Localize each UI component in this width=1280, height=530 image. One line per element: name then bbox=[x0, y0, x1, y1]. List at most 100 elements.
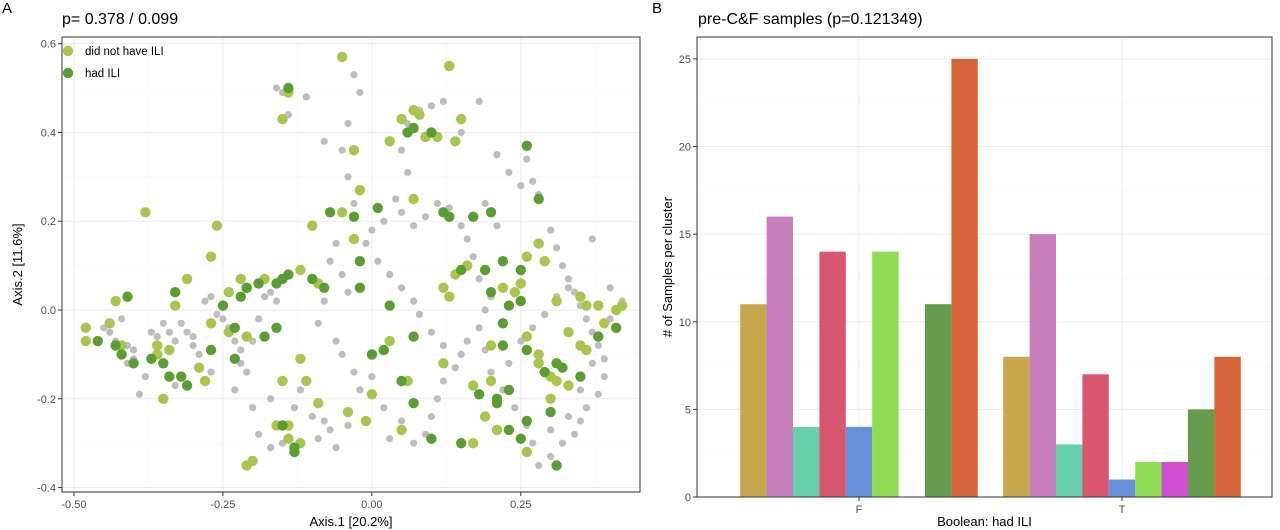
legend-label-ili: had ILI bbox=[85, 68, 120, 80]
scatter-point-ili bbox=[426, 127, 437, 138]
scatter-point-no-ili bbox=[593, 300, 604, 311]
scatter-point-no-ili bbox=[301, 375, 312, 387]
bar-T-8 bbox=[1214, 356, 1241, 497]
scatter-point-no-ili bbox=[152, 340, 163, 351]
scatter-point-ili bbox=[229, 322, 240, 333]
scatter-point-other bbox=[141, 373, 149, 381]
scatter-point-other bbox=[201, 297, 209, 305]
scatter-point-no-ili bbox=[205, 251, 217, 262]
bar-T-7 bbox=[1188, 409, 1215, 497]
scatter-point-other bbox=[249, 404, 257, 412]
scatter-point-no-ili bbox=[384, 136, 395, 147]
scatter-point-other bbox=[290, 404, 298, 412]
scatter-point-other bbox=[433, 199, 441, 208]
scatter-point-ili bbox=[497, 256, 509, 267]
scatter-point-no-ili bbox=[485, 340, 497, 351]
scatter-point-other bbox=[165, 328, 173, 336]
scatter-point-ili bbox=[575, 371, 586, 382]
scatter-point-no-ili bbox=[611, 304, 622, 316]
scatter-point-other bbox=[439, 341, 447, 350]
scatter-point-other bbox=[368, 373, 376, 381]
scatter-point-no-ili bbox=[164, 344, 175, 356]
bar-y-tick-label: 0 bbox=[685, 492, 691, 504]
bar-T-5 bbox=[1135, 462, 1162, 497]
scatter-point-ili bbox=[116, 349, 127, 360]
scatter-point-other bbox=[135, 390, 144, 398]
scatter-point-other bbox=[529, 177, 537, 185]
scatter-point-other bbox=[255, 430, 263, 438]
scatter-point-other bbox=[314, 319, 322, 327]
scatter-point-ili bbox=[164, 371, 175, 382]
scatter-point-no-ili bbox=[581, 344, 592, 356]
scatter-point-ili bbox=[497, 340, 509, 351]
scatter-point-other bbox=[398, 284, 406, 292]
scatter-point-no-ili bbox=[551, 295, 562, 307]
scatter-point-other bbox=[338, 350, 346, 358]
scatter-point-ili bbox=[503, 424, 515, 436]
scatter-point-no-ili bbox=[468, 380, 479, 391]
scatter-point-no-ili bbox=[158, 393, 169, 404]
scatter-point-other bbox=[106, 328, 114, 336]
scatter-y-tick-label: 0.4 bbox=[41, 127, 56, 139]
scatter-point-other bbox=[219, 315, 227, 323]
scatter-y-tick-label: -0.4 bbox=[37, 483, 56, 495]
scatter-point-other bbox=[487, 368, 495, 376]
scatter-x-tick-label: 0.00 bbox=[361, 499, 382, 511]
scatter-point-other bbox=[505, 168, 513, 176]
scatter-point-ili bbox=[146, 353, 157, 364]
scatter-point-other bbox=[463, 337, 471, 345]
scatter-point-other bbox=[427, 328, 435, 336]
scatter-point-other bbox=[272, 84, 281, 92]
scatter-point-ili bbox=[491, 398, 503, 409]
scatter-point-other bbox=[564, 412, 573, 421]
scatter-point-other bbox=[231, 386, 239, 394]
scatter-point-other bbox=[213, 310, 221, 318]
scatter-point-ili bbox=[354, 256, 366, 267]
scatter-point-other bbox=[529, 439, 537, 447]
scatter-point-other bbox=[594, 341, 602, 350]
scatter-point-ili bbox=[176, 371, 187, 382]
scatter-point-no-ili bbox=[283, 433, 294, 444]
scatter-point-ili bbox=[283, 82, 294, 94]
scatter-point-other bbox=[350, 199, 358, 208]
scatter-point-other bbox=[255, 315, 263, 323]
scatter-point-other bbox=[356, 386, 364, 394]
scatter-point-no-ili bbox=[521, 446, 532, 458]
scatter-point-other bbox=[302, 93, 310, 101]
scatter-point-other bbox=[517, 182, 525, 190]
scatter-point-other bbox=[267, 444, 275, 452]
scatter-point-other bbox=[427, 102, 435, 110]
scatter-point-other bbox=[570, 430, 579, 438]
scatter-point-other bbox=[147, 328, 155, 336]
scatter-point-other bbox=[153, 333, 161, 341]
scatter-point-other bbox=[576, 386, 585, 394]
scatter-point-other bbox=[558, 262, 567, 270]
scatter-point-ili bbox=[485, 287, 497, 298]
bar-T-6 bbox=[1161, 462, 1188, 497]
scatter-point-no-ili bbox=[336, 207, 348, 218]
scatter-point-no-ili bbox=[199, 375, 211, 387]
scatter-point-ili bbox=[158, 358, 169, 369]
scatter-point-other bbox=[410, 297, 418, 305]
scatter-point-other bbox=[529, 324, 537, 332]
bar-y-tick-label: 20 bbox=[679, 142, 691, 154]
bar-y-axis-label: # of Samples per cluster bbox=[660, 196, 675, 337]
scatter-point-ili bbox=[319, 282, 330, 293]
scatter-point-other bbox=[267, 395, 275, 403]
scatter-point-other bbox=[558, 439, 567, 447]
scatter-point-other bbox=[404, 168, 412, 176]
scatter-point-other bbox=[338, 270, 346, 279]
legend-label-no-ili: did not have ILI bbox=[85, 46, 164, 58]
scatter-point-other bbox=[350, 368, 358, 376]
scatter-point-other bbox=[314, 435, 322, 443]
scatter-point-no-ili bbox=[438, 358, 449, 369]
scatter-point-other bbox=[344, 173, 352, 181]
scatter-point-no-ili bbox=[521, 251, 532, 262]
scatter-point-other bbox=[380, 404, 388, 412]
scatter-point-other bbox=[320, 417, 328, 425]
bar-F-1 bbox=[766, 216, 793, 497]
bar-F-2 bbox=[793, 426, 820, 497]
scatter-point-other bbox=[481, 199, 489, 208]
scatter-point-no-ili bbox=[170, 300, 181, 311]
scatter-point-ili bbox=[533, 193, 544, 205]
